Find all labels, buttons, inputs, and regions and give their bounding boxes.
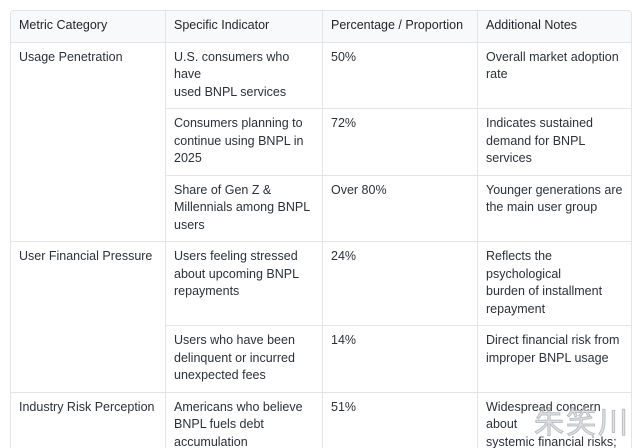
bnpl-statistics-table: Metric Category Specific Indicator Perce… [10, 10, 632, 448]
header-percentage-proportion: Percentage / Proportion [322, 10, 478, 43]
value-cell: 72% [322, 108, 478, 176]
header-row: Metric Category Specific Indicator Perce… [11, 10, 631, 43]
table-row: Usage Penetration U.S. consumers who hav… [11, 41, 631, 242]
indicator-cell: Users feeling stressed about upcoming BN… [165, 241, 323, 326]
value-cell: 50% [322, 41, 478, 109]
table-row: User Financial Pressure Users feeling st… [11, 241, 631, 393]
notes-cell: Direct financial risk from improper BNPL… [477, 325, 631, 393]
notes-cell: Younger generations are the main user gr… [477, 174, 631, 242]
notes-cell: Widespread concern about systemic financ… [477, 391, 631, 448]
value-cell: 51% [322, 391, 478, 448]
notes-cell: Overall market adoption rate [477, 41, 631, 109]
header-specific-indicator: Specific Indicator [165, 10, 323, 43]
table-row: Industry Risk Perception Americans who b… [11, 391, 631, 448]
indicator-cell: Share of Gen Z & Millennials among BNPL … [165, 174, 323, 242]
value-cell: 14% [322, 325, 478, 393]
header-additional-notes: Additional Notes [477, 10, 631, 43]
data-table: Metric Category Specific Indicator Perce… [11, 10, 631, 448]
value-cell: 24% [322, 241, 478, 326]
value-cell: Over 80% [322, 174, 478, 242]
indicator-cell: U.S. consumers who have used BNPL servic… [165, 41, 323, 109]
notes-cell: Indicates sustained demand for BNPL serv… [477, 108, 631, 176]
indicator-cell: Users who have been delinquent or incurr… [165, 325, 323, 393]
table-row: Share of Gen Z & Millennials among BNPL … [11, 174, 631, 242]
category-cell-industry-risk-perception: Industry Risk Perception [11, 391, 166, 448]
indicator-cell: Americans who believe BNPL fuels debt ac… [165, 391, 323, 448]
notes-cell: Reflects the psychological burden of ins… [477, 241, 631, 326]
category-cell-usage-penetration: Usage Penetration [11, 41, 166, 242]
category-cell-user-financial-pressure: User Financial Pressure [11, 241, 166, 393]
indicator-cell: Consumers planning to continue using BNP… [165, 108, 323, 176]
header-metric-category: Metric Category [11, 10, 166, 43]
table-header: Metric Category Specific Indicator Perce… [11, 10, 631, 43]
table-row: Consumers planning to continue using BNP… [11, 108, 631, 176]
table-body: Usage Penetration U.S. consumers who hav… [11, 41, 631, 448]
